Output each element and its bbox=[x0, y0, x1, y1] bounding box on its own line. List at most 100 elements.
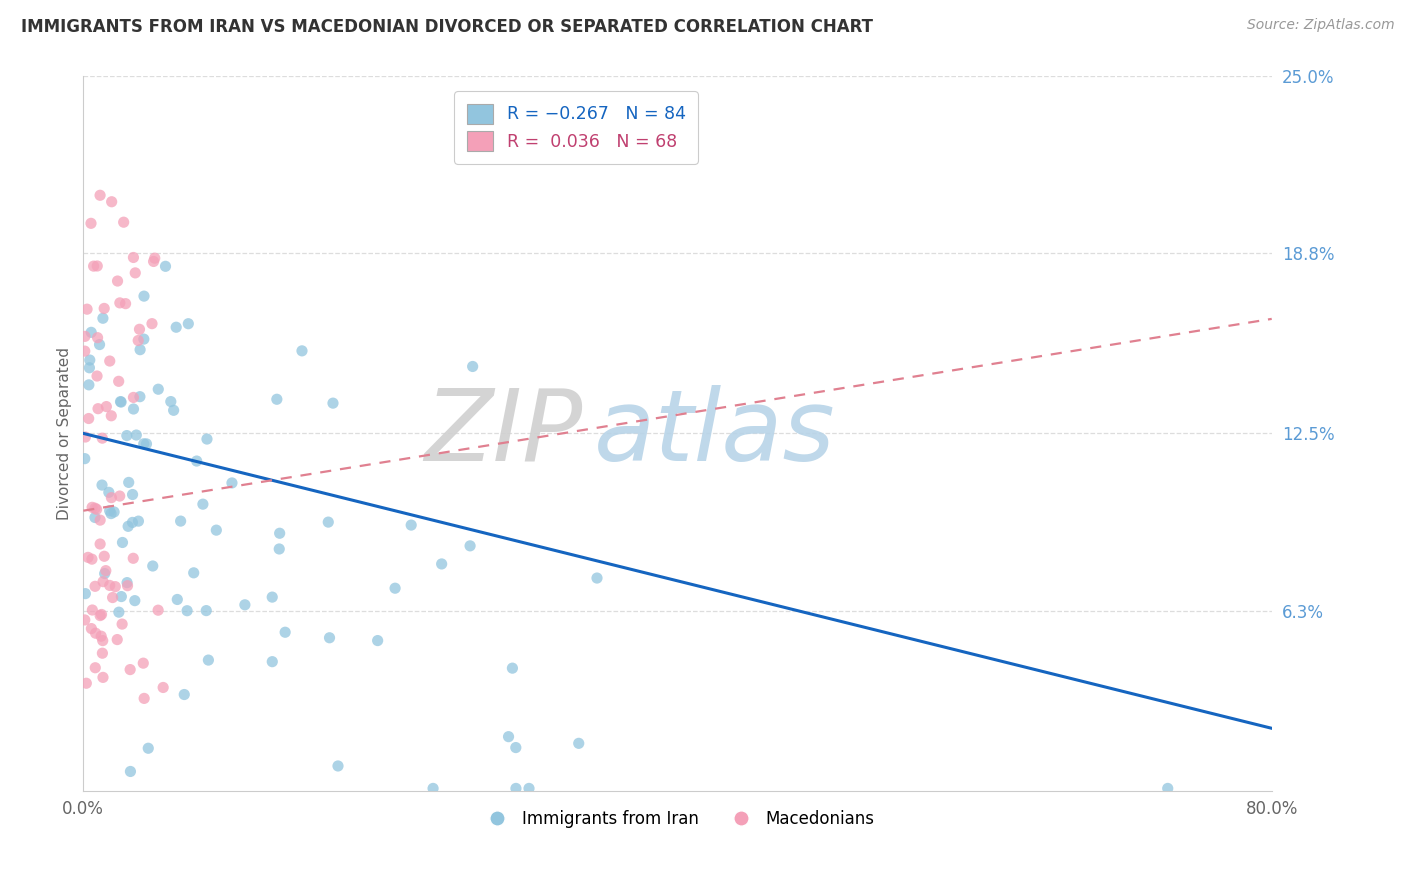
Point bbox=[80, 326, 103, 340]
Point bbox=[110, 395, 132, 409]
Point bbox=[107, 274, 129, 288]
Point bbox=[176, 604, 198, 618]
Point bbox=[101, 591, 124, 605]
Point bbox=[326, 759, 349, 773]
Point bbox=[458, 539, 481, 553]
Point bbox=[195, 604, 218, 618]
Point bbox=[274, 625, 297, 640]
Point bbox=[100, 507, 122, 521]
Point bbox=[108, 296, 131, 310]
Point bbox=[89, 513, 111, 527]
Point bbox=[111, 535, 134, 549]
Point bbox=[122, 402, 145, 417]
Point bbox=[146, 603, 169, 617]
Point bbox=[82, 500, 104, 515]
Point bbox=[129, 343, 152, 357]
Point bbox=[183, 566, 205, 580]
Point bbox=[91, 670, 114, 684]
Point bbox=[141, 317, 163, 331]
Point bbox=[142, 559, 165, 574]
Point bbox=[91, 633, 114, 648]
Point bbox=[75, 430, 97, 444]
Point bbox=[98, 578, 121, 592]
Point bbox=[318, 631, 340, 645]
Point bbox=[127, 334, 149, 348]
Point bbox=[82, 603, 104, 617]
Point bbox=[91, 646, 114, 660]
Point bbox=[104, 580, 127, 594]
Point bbox=[505, 740, 527, 755]
Point bbox=[152, 681, 174, 695]
Point bbox=[122, 551, 145, 566]
Point bbox=[80, 552, 103, 566]
Point bbox=[79, 360, 101, 375]
Point bbox=[107, 374, 129, 388]
Point bbox=[114, 296, 136, 310]
Point bbox=[77, 550, 100, 565]
Point bbox=[322, 396, 344, 410]
Point bbox=[84, 579, 107, 593]
Point bbox=[77, 411, 100, 425]
Point bbox=[166, 592, 188, 607]
Point bbox=[127, 514, 149, 528]
Point bbox=[94, 564, 117, 578]
Point bbox=[90, 629, 112, 643]
Point bbox=[134, 691, 156, 706]
Point bbox=[132, 332, 155, 346]
Point bbox=[118, 475, 141, 490]
Point bbox=[136, 741, 159, 756]
Point bbox=[110, 590, 132, 604]
Text: atlas: atlas bbox=[595, 385, 837, 482]
Point bbox=[77, 377, 100, 392]
Point bbox=[132, 437, 155, 451]
Point bbox=[117, 519, 139, 533]
Point bbox=[115, 575, 138, 590]
Point bbox=[86, 502, 108, 516]
Point bbox=[111, 617, 134, 632]
Point bbox=[73, 329, 96, 343]
Legend: Immigrants from Iran, Macedonians: Immigrants from Iran, Macedonians bbox=[474, 803, 882, 835]
Point bbox=[84, 626, 107, 640]
Point bbox=[103, 505, 125, 519]
Point bbox=[121, 516, 143, 530]
Point bbox=[108, 489, 131, 503]
Text: Source: ZipAtlas.com: Source: ZipAtlas.com bbox=[1247, 18, 1395, 32]
Point bbox=[316, 515, 339, 529]
Point bbox=[86, 259, 108, 273]
Point bbox=[197, 653, 219, 667]
Point bbox=[142, 254, 165, 268]
Point bbox=[86, 331, 108, 345]
Point bbox=[148, 382, 170, 396]
Point bbox=[89, 608, 111, 623]
Point bbox=[98, 354, 121, 368]
Point bbox=[205, 523, 228, 537]
Point bbox=[90, 607, 112, 622]
Point bbox=[159, 394, 181, 409]
Point bbox=[399, 518, 422, 533]
Point bbox=[262, 590, 284, 604]
Point bbox=[84, 661, 107, 675]
Point bbox=[91, 574, 114, 589]
Y-axis label: Divorced or Separated: Divorced or Separated bbox=[58, 347, 72, 520]
Point bbox=[93, 566, 115, 581]
Point bbox=[125, 428, 148, 442]
Point bbox=[132, 289, 155, 303]
Point bbox=[100, 491, 122, 505]
Point bbox=[165, 320, 187, 334]
Point bbox=[501, 661, 523, 675]
Point bbox=[1157, 781, 1180, 796]
Point bbox=[73, 344, 96, 359]
Point bbox=[86, 369, 108, 384]
Point bbox=[517, 781, 540, 796]
Point bbox=[120, 663, 142, 677]
Point bbox=[84, 501, 107, 516]
Point bbox=[162, 403, 184, 417]
Point bbox=[100, 409, 122, 423]
Point bbox=[169, 514, 191, 528]
Point bbox=[120, 764, 142, 779]
Point bbox=[191, 497, 214, 511]
Point bbox=[80, 622, 103, 636]
Point bbox=[115, 428, 138, 442]
Point bbox=[233, 598, 256, 612]
Point bbox=[98, 504, 121, 518]
